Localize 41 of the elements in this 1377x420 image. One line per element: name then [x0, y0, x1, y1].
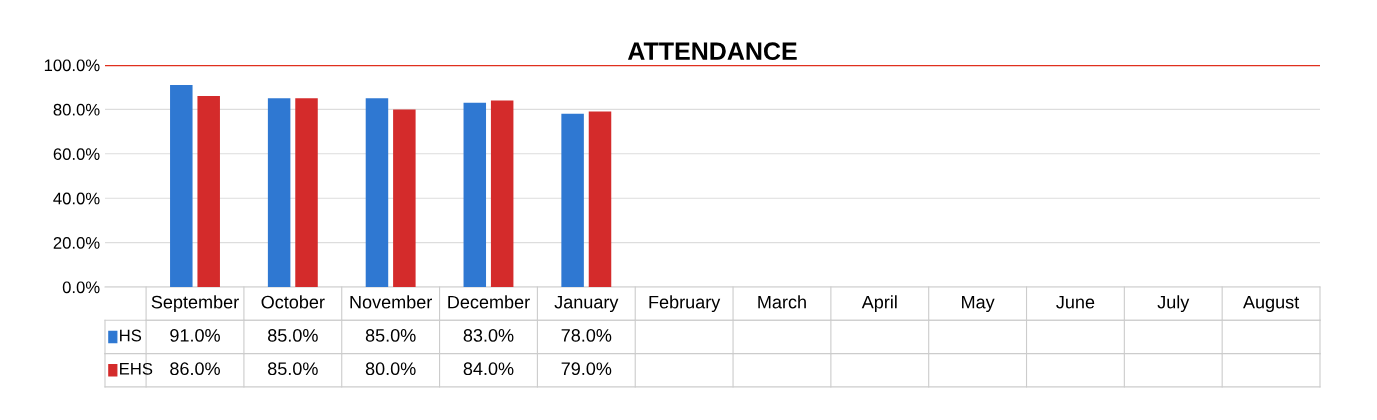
data-label: 85.0%	[268, 362, 318, 376]
y-tick-label: 80.0%	[53, 103, 100, 116]
y-tick-label: 20.0%	[53, 237, 100, 249]
legend-label: EHS	[120, 362, 153, 375]
bar	[365, 98, 389, 287]
x-tick-label: March	[758, 295, 806, 309]
bar	[393, 109, 416, 287]
x-tick-label: June	[1056, 295, 1095, 309]
data-label: 84.0%	[463, 362, 514, 376]
legend-label: HS	[120, 329, 142, 342]
x-tick-label: November	[350, 295, 432, 309]
bar	[588, 111, 612, 287]
x-tick-label: May	[962, 295, 995, 313]
bar	[463, 102, 487, 287]
x-tick-label: October	[261, 295, 325, 309]
x-tick-label: July	[1157, 295, 1190, 313]
bar	[295, 98, 318, 287]
data-label: 85.0%	[268, 329, 318, 342]
data-label: 83.0%	[463, 329, 514, 342]
bar	[170, 84, 193, 287]
data-label: 91.0%	[170, 329, 220, 342]
data-label: 79.0%	[561, 362, 612, 376]
bar	[197, 96, 220, 287]
x-tick-label: February	[649, 295, 721, 313]
bar	[490, 100, 514, 287]
data-label: 86.0%	[170, 362, 220, 376]
data-label: 85.0%	[365, 329, 416, 342]
x-tick-label: September	[151, 295, 239, 313]
bar	[561, 113, 584, 287]
x-tick-label: December	[448, 295, 530, 309]
chart-title: ATTENDANCE	[627, 42, 797, 61]
data-label: 80.0%	[365, 362, 416, 376]
y-tick-label: 40.0%	[53, 192, 100, 205]
y-tick-label: 100.0%	[44, 59, 100, 72]
x-tick-label: April	[861, 295, 897, 313]
y-tick-label: 60.0%	[53, 148, 100, 160]
y-tick-label: 0.0%	[62, 281, 100, 294]
data-label: 78.0%	[561, 329, 612, 342]
x-tick-label: January	[554, 295, 619, 313]
x-tick-label: August	[1243, 295, 1300, 313]
bar	[267, 98, 291, 287]
